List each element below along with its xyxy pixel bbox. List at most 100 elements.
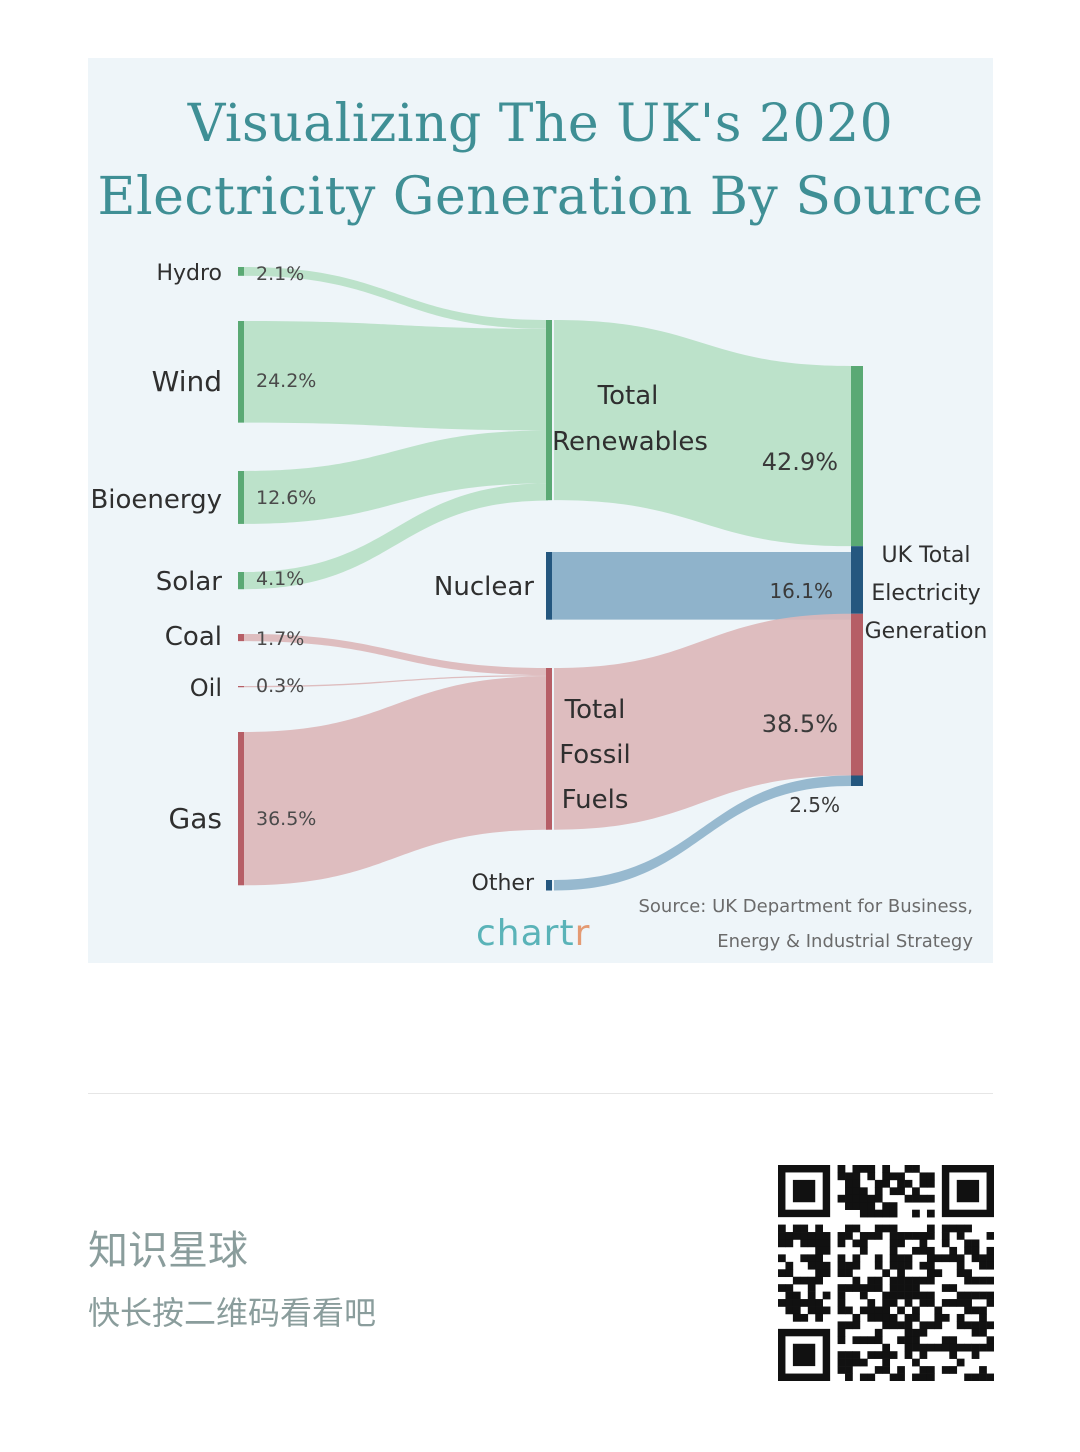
qr-module xyxy=(956,1261,965,1270)
qr-module xyxy=(889,1224,898,1233)
qr-module xyxy=(778,1299,786,1307)
qr-module xyxy=(815,1254,823,1263)
qr-module xyxy=(882,1358,891,1367)
qr-module xyxy=(837,1165,846,1173)
qr-module xyxy=(815,1306,823,1315)
qr-module xyxy=(845,1351,853,1359)
qr-module xyxy=(889,1261,898,1270)
qr-module xyxy=(815,1299,823,1307)
qr-module xyxy=(971,1246,980,1255)
qr-module xyxy=(964,1321,972,1330)
qr-module xyxy=(926,1291,935,1300)
qr-module xyxy=(979,1291,987,1300)
qr-module xyxy=(822,1239,831,1248)
label-nuclear: Nuclear xyxy=(434,572,534,602)
qr-module xyxy=(852,1187,861,1196)
qr-module xyxy=(785,1306,794,1315)
qr-module xyxy=(859,1306,868,1315)
qr-module xyxy=(859,1284,868,1292)
qr-module xyxy=(837,1299,846,1307)
qr-module xyxy=(964,1373,972,1381)
qr-module xyxy=(874,1276,883,1285)
qr-module xyxy=(807,1306,816,1315)
qr-module xyxy=(882,1366,891,1374)
label-uk-total-line-3: Generation xyxy=(865,619,988,644)
qr-module xyxy=(979,1261,987,1270)
bar-nuclear xyxy=(546,552,552,620)
qr-module xyxy=(800,1254,809,1263)
source-line-1: Source: UK Department for Business, xyxy=(638,896,973,917)
qr-module xyxy=(852,1321,861,1330)
qr-module xyxy=(867,1373,876,1381)
qr-module xyxy=(807,1239,816,1248)
qr-module xyxy=(904,1276,913,1285)
qr-module xyxy=(874,1179,883,1188)
label-total-renewables-line-1: Total xyxy=(597,381,659,411)
qr-module xyxy=(882,1172,891,1181)
qr-module xyxy=(859,1239,868,1248)
qr-module xyxy=(904,1343,913,1352)
qr-module xyxy=(979,1328,987,1337)
qr-module xyxy=(852,1336,861,1345)
qr-module xyxy=(926,1179,935,1188)
bar-hydro xyxy=(238,267,244,276)
qr-module xyxy=(807,1284,816,1292)
qr-module xyxy=(897,1239,905,1248)
qr-module xyxy=(874,1254,883,1263)
qr-module xyxy=(926,1299,935,1307)
qr-module xyxy=(919,1239,928,1248)
qr-module xyxy=(845,1232,853,1240)
qr-module xyxy=(904,1284,913,1292)
qr-module xyxy=(949,1224,958,1233)
qr-module xyxy=(845,1261,853,1270)
qr-module xyxy=(941,1224,950,1233)
chart-title-line-2: Electricity Generation By Source xyxy=(97,167,984,227)
qr-module xyxy=(897,1336,905,1345)
qr-module xyxy=(979,1276,987,1285)
bar-uk-total-total_fossil xyxy=(851,613,863,776)
qr-module xyxy=(845,1284,853,1292)
qr-module xyxy=(926,1232,935,1240)
qr-module xyxy=(874,1232,883,1240)
qr-module xyxy=(889,1321,898,1330)
qr-module xyxy=(897,1232,905,1240)
qr-module xyxy=(815,1261,823,1270)
qr-module xyxy=(956,1269,965,1278)
qr-module xyxy=(956,1321,965,1330)
qr-module xyxy=(971,1373,980,1381)
qr-finder-inner-0 xyxy=(792,1179,816,1203)
qr-module xyxy=(882,1321,891,1330)
qr-module xyxy=(845,1366,853,1374)
qr-module xyxy=(897,1291,905,1300)
qr-module xyxy=(979,1254,987,1263)
qr-module xyxy=(845,1321,853,1330)
qr-module xyxy=(912,1165,920,1173)
qr-module xyxy=(964,1276,972,1285)
qr-module xyxy=(934,1306,943,1315)
qr-module xyxy=(971,1306,980,1315)
bar-uk-total-nuclear xyxy=(851,546,863,614)
qr-module xyxy=(837,1321,846,1330)
qr-module xyxy=(859,1232,868,1240)
bar-solar xyxy=(238,572,244,590)
qr-module xyxy=(874,1209,883,1218)
qr-module xyxy=(837,1261,846,1270)
qr-module xyxy=(874,1328,883,1337)
qr-code[interactable] xyxy=(778,1165,994,1381)
qr-module xyxy=(867,1284,876,1292)
qr-module xyxy=(919,1179,928,1188)
qr-module xyxy=(837,1194,846,1203)
qr-module xyxy=(882,1351,891,1359)
qr-module xyxy=(912,1313,920,1322)
qr-module xyxy=(941,1284,950,1292)
label-total-renewables-line-2: Renewables xyxy=(552,427,708,457)
qr-module xyxy=(807,1232,816,1240)
qr-module xyxy=(919,1373,928,1381)
qr-module xyxy=(919,1343,928,1352)
chart-card: Visualizing The UK's 2020 Electricity Ge… xyxy=(88,58,993,963)
qr-module xyxy=(889,1299,898,1307)
qr-module xyxy=(897,1373,905,1381)
qr-module xyxy=(859,1194,868,1203)
qr-module xyxy=(986,1261,994,1270)
qr-module xyxy=(897,1276,905,1285)
